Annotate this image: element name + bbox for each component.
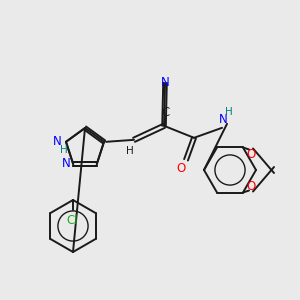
- Text: N: N: [160, 76, 169, 89]
- Text: H: H: [126, 146, 134, 156]
- Text: H: H: [60, 145, 68, 155]
- Text: O: O: [246, 148, 256, 161]
- Text: O: O: [176, 162, 186, 175]
- Text: H: H: [225, 107, 233, 117]
- Text: N: N: [61, 157, 70, 170]
- Text: N: N: [219, 113, 227, 126]
- Text: N: N: [53, 135, 62, 148]
- Text: Cl: Cl: [66, 214, 78, 226]
- Text: C: C: [161, 106, 169, 119]
- Text: O: O: [246, 180, 256, 193]
